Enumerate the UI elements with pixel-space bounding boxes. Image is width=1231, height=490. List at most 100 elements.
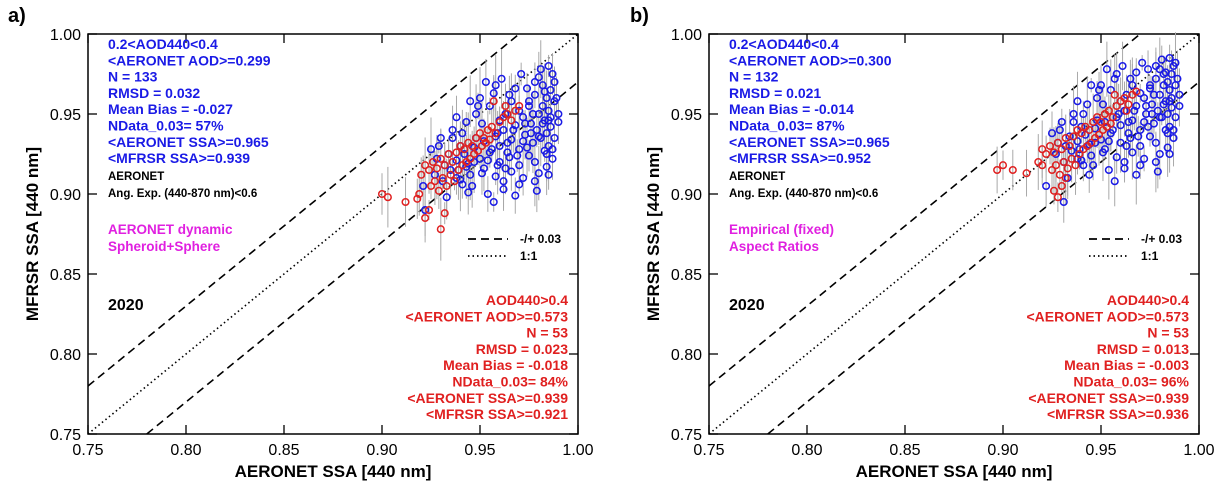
data-point [448, 157, 457, 167]
data-point [1155, 113, 1164, 122]
data-point [475, 129, 485, 138]
data-point [1053, 138, 1062, 147]
data-point [1145, 132, 1155, 141]
data-point [466, 170, 475, 179]
data-point [419, 181, 428, 191]
data-point [491, 172, 500, 181]
data-point [1126, 133, 1135, 143]
data-point [450, 177, 459, 186]
y-tick-label: 0.80 [50, 347, 81, 364]
data-point [1079, 161, 1088, 170]
data-point [1087, 151, 1096, 160]
x-tick-label: 0.95 [464, 442, 495, 459]
data-point [515, 101, 524, 111]
data-point [1143, 65, 1153, 74]
data-point [464, 188, 473, 197]
data-point [522, 143, 532, 152]
data-point [554, 117, 563, 127]
data-point [446, 170, 455, 179]
stats-blue-line: <AERONET SSA>=0.965 [108, 134, 269, 150]
data-point [495, 141, 504, 151]
data-point [424, 205, 434, 215]
y-tick-label: 0.75 [671, 427, 702, 444]
data-point [421, 213, 430, 223]
data-point [421, 205, 430, 215]
data-point [434, 141, 443, 151]
data-point [1110, 74, 1119, 83]
data-point [1142, 101, 1151, 111]
stats-red-line: <AERONET AOD>=0.573 [406, 308, 569, 324]
data-point [1061, 173, 1070, 183]
x-axis-label: AERONET SSA [440 nm] [235, 462, 432, 481]
data-point [448, 125, 457, 135]
data-point [1151, 74, 1160, 83]
data-point [1120, 164, 1129, 173]
data-point [1151, 138, 1160, 147]
data-point [489, 197, 498, 207]
data-point [1089, 117, 1098, 127]
data-point [524, 151, 534, 160]
stats-red-line: N = 53 [526, 325, 568, 341]
stats-red-line: <MFRSR SSA>=0.936 [1047, 406, 1189, 422]
data-point [438, 177, 447, 186]
x-tick-label: 1.00 [1183, 442, 1214, 459]
model-note: AERONET dynamic [108, 222, 233, 237]
data-point [483, 156, 492, 165]
data-point [1136, 141, 1145, 151]
year-label: 2020 [108, 297, 144, 314]
plot-frame [708, 33, 1200, 435]
data-point [458, 180, 467, 189]
data-point [473, 146, 483, 155]
data-point [1057, 117, 1066, 127]
data-point [517, 69, 526, 79]
data-point [519, 137, 528, 146]
data-point [448, 133, 457, 143]
data-point [1175, 101, 1184, 111]
data-point [499, 177, 508, 186]
data-point [1073, 137, 1082, 146]
data-point [1077, 129, 1086, 138]
data-point [481, 77, 490, 87]
data-point [1110, 90, 1119, 99]
data-point [1169, 125, 1178, 135]
data-point [1008, 165, 1017, 175]
y-tick-label: 0.95 [671, 107, 702, 124]
data-point [503, 138, 512, 147]
x-axis-label: AERONET SSA [440 nm] [856, 462, 1053, 481]
data-point [1051, 149, 1060, 159]
data-point [1075, 145, 1084, 154]
legend-dashed-label: -/+ 0.03 [520, 232, 561, 246]
data-point [1143, 122, 1153, 131]
stats-blue-line: RMSD = 0.021 [729, 85, 821, 101]
data-point [426, 181, 436, 191]
data-point [1132, 87, 1141, 96]
data-point [1081, 130, 1090, 139]
data-point [505, 153, 514, 162]
data-point [1106, 85, 1115, 95]
data-point [1159, 81, 1168, 90]
data-point [544, 170, 553, 179]
stats-red-line: <AERONET SSA>=0.939 [1028, 390, 1189, 406]
data-point [1085, 125, 1094, 135]
data-point [436, 133, 445, 143]
y-tick-label: 0.85 [671, 267, 702, 284]
stats-blue-line: <AERONET AOD>=0.300 [729, 52, 892, 68]
data-point [444, 149, 453, 159]
legend-dotted-label: 1:1 [1141, 249, 1159, 263]
data-point [424, 165, 434, 175]
data-point [998, 161, 1008, 170]
y-tick-label: 0.75 [50, 427, 81, 444]
data-point [1059, 157, 1068, 167]
data-point [509, 125, 518, 135]
data-point [540, 87, 549, 96]
data-point [538, 119, 547, 128]
data-point [489, 97, 498, 106]
data-point [1047, 129, 1057, 138]
data-point [544, 61, 553, 71]
data-point [487, 145, 496, 154]
data-point [507, 97, 516, 106]
data-point [442, 193, 451, 202]
panel-label: b) [630, 5, 649, 27]
data-point [503, 109, 512, 119]
model-note: Empirical (fixed) [729, 222, 834, 237]
